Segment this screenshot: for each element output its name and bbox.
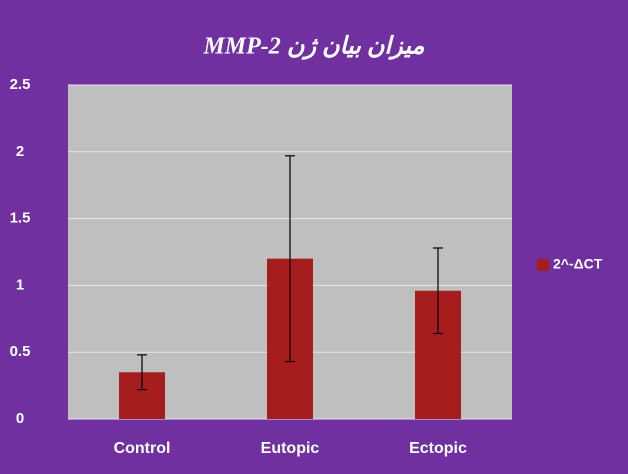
y-tick-label: 1 [16, 276, 24, 293]
y-tick-label: 0 [16, 410, 24, 427]
x-tick-label: Control [114, 440, 171, 457]
x-tick-label: Ectopic [409, 440, 467, 457]
legend-label: 2^-ΔCT [553, 256, 603, 272]
y-tick-label: 2.5 [10, 76, 31, 93]
y-tick-label: 1.5 [10, 210, 31, 227]
x-tick-label: Eutopic [261, 440, 320, 457]
chart-title: میزان بیان ژن MMP-2 [202, 34, 424, 61]
y-tick-label: 0.5 [10, 343, 31, 360]
legend-swatch [537, 259, 549, 271]
y-tick-label: 2 [16, 143, 24, 160]
